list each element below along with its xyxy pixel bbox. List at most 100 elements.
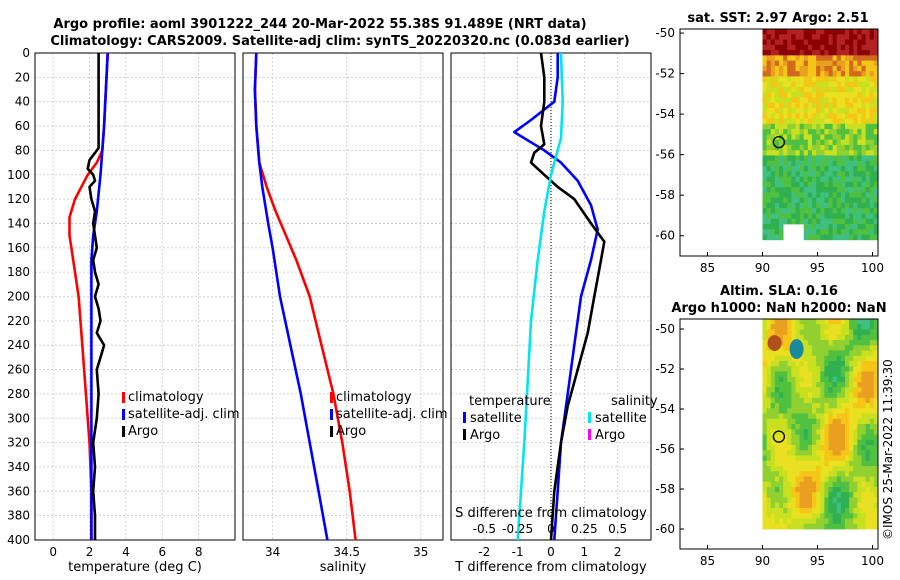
map-cell: [799, 319, 805, 325]
map-cell: [816, 329, 821, 336]
map-cell: [828, 113, 834, 119]
map-cell: [795, 403, 801, 409]
map-cell: [803, 471, 809, 477]
map-cell: [795, 144, 801, 151]
map-cell: [791, 55, 796, 62]
depth-tick: 100: [7, 168, 30, 182]
map-cell: [766, 166, 772, 172]
map-cell: [779, 176, 784, 183]
map-cell: [799, 166, 805, 172]
map-cell: [791, 81, 796, 88]
map-cell: [840, 445, 846, 451]
map-cell: [824, 71, 829, 77]
map-cell: [795, 382, 801, 388]
map-cell: [770, 197, 776, 204]
map-cell: [832, 397, 838, 404]
map-cell: [791, 139, 796, 146]
map-cell: [803, 403, 809, 409]
map-cell: [832, 403, 838, 409]
map-cell: [836, 29, 842, 35]
map-cell: [803, 387, 809, 393]
map-cell: [770, 113, 776, 119]
map-cell: [853, 413, 858, 420]
map-cell: [865, 492, 871, 498]
map-cell: [832, 366, 838, 372]
map-cell: [849, 382, 854, 388]
map-cell: [807, 123, 813, 130]
map-cell: [853, 387, 858, 393]
map-cell: [762, 60, 768, 67]
map-cell: [783, 129, 788, 135]
map-cell: [828, 439, 834, 446]
map-cell: [869, 29, 875, 35]
map-cell: [766, 208, 772, 214]
map-frame: [679, 28, 879, 257]
map-cell: [828, 192, 834, 199]
map-cell: [803, 139, 809, 146]
map-cell: [828, 523, 834, 530]
map-cell: [861, 187, 867, 193]
map-cell: [774, 34, 780, 40]
map-cell: [845, 208, 850, 214]
map-cell: [779, 497, 784, 504]
map-cell: [799, 218, 805, 225]
map-cell: [807, 29, 813, 35]
map-cell: [873, 376, 879, 383]
map-cell: [807, 134, 813, 141]
x-tick: 6: [158, 545, 166, 559]
map-cell: [869, 450, 875, 456]
map-cell: [803, 181, 809, 188]
map-cell: [787, 429, 792, 435]
map-cell: [857, 29, 862, 35]
map-cell: [820, 324, 825, 330]
map-cell: [787, 166, 792, 172]
map-cell: [849, 213, 854, 220]
series-temperature-argo: [529, 52, 606, 541]
map-cell: [783, 181, 788, 188]
map-cell: [779, 118, 784, 125]
map-cell: [836, 460, 842, 467]
map-cell: [787, 108, 792, 114]
map-cell: [795, 508, 801, 514]
map-cell: [828, 376, 834, 383]
series-temperature-satellite: [513, 53, 599, 541]
map-cell: [840, 424, 846, 430]
map-cell: [824, 329, 829, 336]
map-cell: [828, 181, 834, 188]
map-cell: [861, 366, 867, 372]
map-cell: [820, 366, 825, 372]
map-cell: [824, 187, 829, 193]
map-cell: [779, 213, 784, 220]
map-cell: [766, 387, 772, 393]
map-cell: [873, 340, 879, 346]
map-cell: [779, 71, 784, 77]
map-cell: [828, 223, 834, 230]
map-cell: [762, 492, 768, 498]
map-cell: [865, 355, 871, 362]
map-cell: [836, 81, 842, 88]
map-cell: [770, 324, 776, 330]
map-cell: [762, 518, 768, 525]
map-cell: [849, 345, 854, 351]
map-cell: [812, 208, 817, 214]
map-cell: [795, 202, 801, 209]
map-cell: [787, 176, 792, 183]
map-cell: [762, 50, 768, 56]
map-cell: [812, 50, 817, 56]
map-cell: [857, 76, 862, 83]
map-cell: [787, 60, 792, 67]
map-cell: [787, 387, 792, 393]
map-cell: [869, 134, 875, 141]
map-cell: [840, 129, 846, 135]
map-cell: [828, 518, 834, 525]
map-cell: [812, 445, 817, 451]
map-cell: [770, 176, 776, 183]
map-cell: [865, 324, 871, 330]
map-cell: [799, 413, 805, 420]
map-cell: [766, 450, 772, 456]
map-cell: [816, 387, 821, 393]
map-cell: [849, 518, 854, 525]
map-cell: [812, 76, 817, 83]
map-cell: [812, 34, 817, 40]
map-cell: [807, 508, 813, 514]
